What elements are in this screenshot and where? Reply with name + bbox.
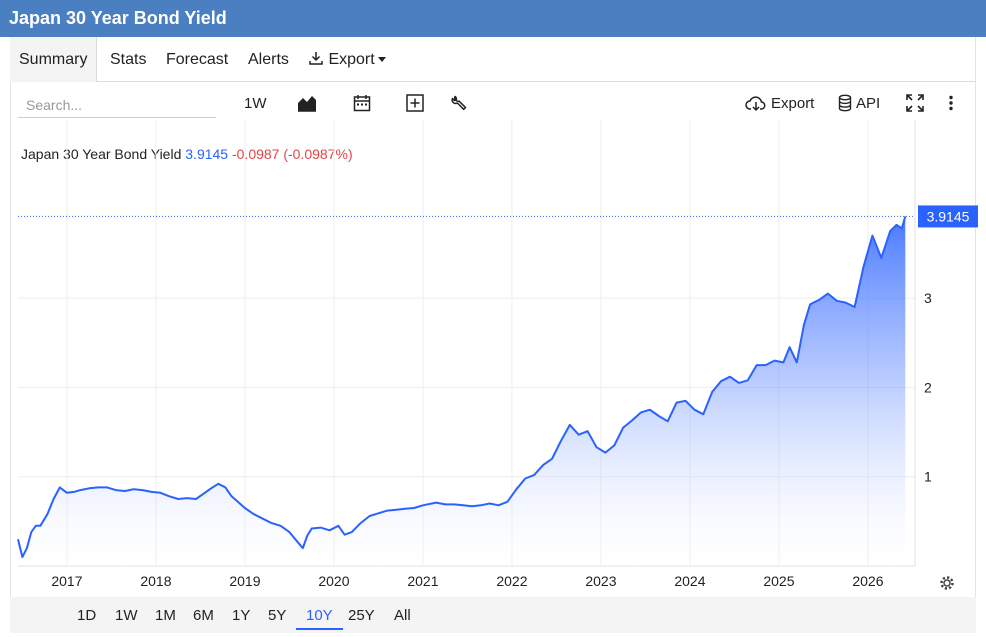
- title-bar: Japan 30 Year Bond Yield: [0, 0, 986, 37]
- x-tick-label: 2025: [763, 573, 794, 589]
- yield-chart[interactable]: 3.9145 1 2 3 2017 2018 2019 2020 2021 2022 2023 202…: [0, 120, 986, 595]
- tab-alerts[interactable]: Alerts: [248, 51, 289, 68]
- settings-wrench-button[interactable]: [451, 92, 469, 114]
- x-tick-label: 2019: [229, 573, 260, 589]
- last-value-badge: [918, 205, 978, 228]
- fullscreen-icon: [906, 94, 924, 112]
- tab-forecast[interactable]: Forecast: [166, 51, 229, 68]
- series-legend: Japan 30 Year Bond Yield 3.9145 -0.0987 …: [21, 146, 353, 162]
- interval-button[interactable]: 1W: [244, 92, 267, 114]
- y-tick-label: 2: [924, 379, 932, 395]
- x-tick-label: 2026: [852, 573, 883, 589]
- x-tick-label: 2022: [496, 573, 527, 589]
- plus-square-icon: [406, 94, 424, 112]
- legend-change: -0.0987 (-0.0987%): [231, 146, 353, 162]
- x-tick-label: 2021: [407, 573, 438, 589]
- tab-bar: Summary Stats Forecast Alerts Export: [10, 37, 976, 82]
- export-button[interactable]: Export: [745, 92, 814, 114]
- chevron-down-icon: [377, 57, 386, 63]
- more-vertical-icon: [949, 95, 953, 111]
- cloud-download-icon: [745, 96, 766, 112]
- range-5y[interactable]: 5Y: [268, 607, 287, 624]
- database-icon: [838, 94, 852, 112]
- last-value-label: 3.9145: [927, 208, 970, 224]
- add-indicator-button[interactable]: [406, 92, 424, 114]
- api-label: API: [856, 94, 881, 112]
- x-tick-label: 2024: [674, 573, 705, 589]
- more-menu-button[interactable]: [946, 92, 956, 114]
- interval-label: 1W: [244, 94, 267, 112]
- tab-export[interactable]: Export: [308, 37, 386, 82]
- series-area: [18, 216, 906, 566]
- series-line[interactable]: [17, 216, 907, 559]
- x-tick-label: 2023: [585, 573, 616, 589]
- wrench-icon: [451, 95, 467, 111]
- range-6m[interactable]: 6M: [193, 607, 214, 624]
- range-selector: 1D 1W 1M 6M 1Y 5Y 10Y 25Y All: [10, 597, 976, 633]
- range-1y[interactable]: 1Y: [232, 607, 251, 624]
- tab-stats[interactable]: Stats: [110, 51, 147, 68]
- page-title: Japan 30 Year Bond Yield: [9, 8, 227, 28]
- api-button[interactable]: API: [838, 92, 880, 114]
- x-tick-label: 2020: [318, 573, 349, 589]
- range-1d[interactable]: 1D: [77, 607, 97, 624]
- gear-icon[interactable]: [940, 576, 954, 590]
- range-25y[interactable]: 25Y: [348, 607, 375, 624]
- range-1m[interactable]: 1M: [155, 607, 176, 624]
- x-tick-label: 2017: [51, 573, 82, 589]
- area-chart-icon: [298, 96, 316, 112]
- tab-export-label: Export: [328, 51, 375, 68]
- calendar-icon: [353, 95, 371, 112]
- chart-type-button[interactable]: [297, 92, 317, 114]
- chart-frame: [10, 37, 976, 633]
- download-icon: [309, 52, 323, 65]
- legend-last-value: 3.9145: [185, 146, 229, 162]
- search-input[interactable]: [18, 92, 216, 118]
- x-tick-label: 2018: [140, 573, 171, 589]
- y-tick-label: 3: [924, 290, 932, 306]
- fullscreen-button[interactable]: [906, 92, 924, 114]
- y-tick-label: 1: [924, 469, 932, 485]
- export-label: Export: [771, 94, 815, 112]
- range-all[interactable]: All: [394, 607, 411, 624]
- legend-series-name: Japan 30 Year Bond Yield: [21, 146, 182, 162]
- range-1w[interactable]: 1W: [115, 607, 138, 624]
- date-range-button[interactable]: [353, 92, 371, 114]
- tab-summary[interactable]: Summary: [10, 37, 98, 82]
- range-10y[interactable]: 10Y: [296, 597, 343, 630]
